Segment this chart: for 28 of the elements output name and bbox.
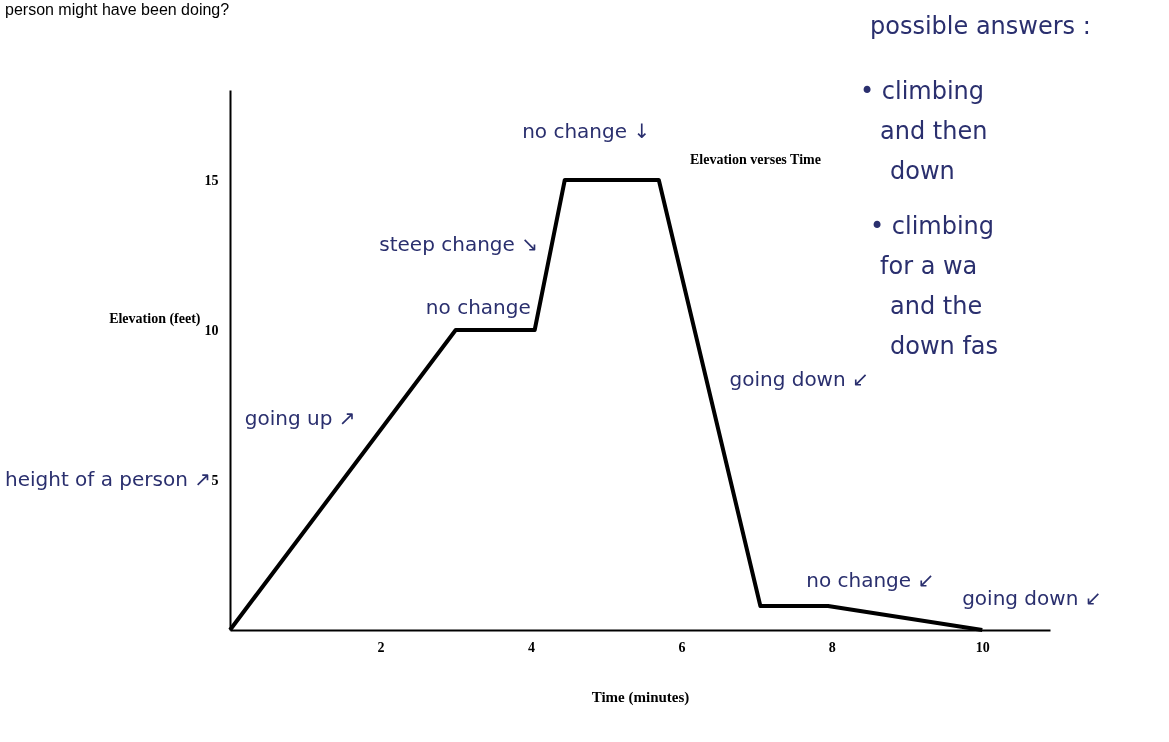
x-tick-label: 8 [828, 639, 836, 655]
annotation: down fas [890, 332, 999, 360]
x-tick-label: 10 [975, 639, 990, 655]
annotation: going up ↗ [244, 406, 356, 430]
annotation: no change ↙ [806, 568, 935, 592]
x-axis-title: Time (minutes) [591, 688, 690, 706]
annotation: and the [890, 292, 983, 320]
x-tick-label: 6 [678, 639, 686, 655]
annotation: no change [425, 295, 531, 319]
annotation: steep change ↘ [379, 232, 538, 256]
x-tick-label: 2 [377, 639, 385, 655]
y-tick-label: 15 [204, 172, 219, 188]
text: height of a person ↗ [5, 467, 212, 491]
annotation: down [890, 157, 955, 185]
text: Elevation verses Time [690, 152, 821, 167]
y-tick-label: 5 [211, 472, 219, 488]
annotation: • climbing [870, 212, 995, 240]
y-axis-title: Elevation (feet) [109, 310, 201, 327]
annotation: and then [880, 117, 988, 145]
x-tick-label: 4 [527, 639, 535, 655]
text: possible answers : [870, 12, 1091, 40]
y-tick-label: 10 [204, 322, 219, 338]
text: person might have been doing? [5, 1, 230, 18]
annotation: no change ↓ [522, 119, 651, 143]
annotation: going down ↙ [729, 367, 869, 391]
annotation: going down ↙ [962, 586, 1102, 610]
annotation: • climbing [860, 77, 985, 105]
annotation: for a wa [880, 252, 978, 280]
